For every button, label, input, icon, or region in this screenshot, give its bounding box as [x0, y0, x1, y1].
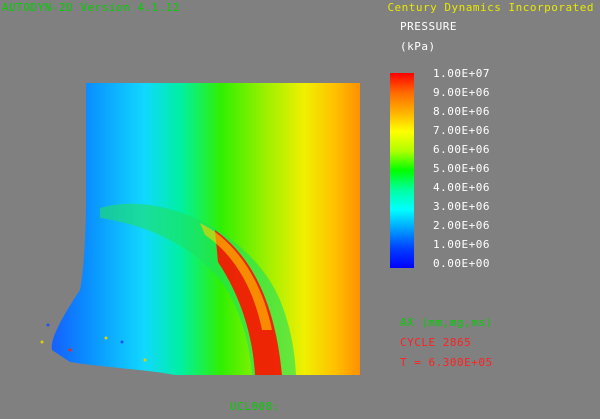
shock-front: [100, 203, 296, 375]
app-title: AUTODYN-2D Version 4.1.12: [2, 1, 181, 14]
cycle-count: CYCLE 2865: [400, 336, 472, 349]
legend-label: 5.00E+06: [433, 162, 490, 175]
legend-label: 1.00E+07: [433, 67, 490, 80]
legend-label: 7.00E+06: [433, 124, 490, 137]
pressure-contour-plot: [40, 83, 360, 375]
legend-label: 4.00E+06: [433, 181, 490, 194]
model-name: UCL008:: [230, 400, 280, 413]
simulation-time: T = 6.300E+05: [400, 356, 493, 369]
legend-label: 0.00E+00: [433, 257, 490, 270]
vendor-name: Century Dynamics Incorporated: [387, 1, 594, 14]
legend-label: 6.00E+06: [433, 143, 490, 156]
legend-label: 2.00E+06: [433, 219, 490, 232]
legend-label: 1.00E+06: [433, 238, 490, 251]
legend-label: 3.00E+06: [433, 200, 490, 213]
legend-unit: (kPa): [400, 40, 436, 53]
legend-color-bar: [390, 73, 414, 268]
axes-units: AX (mm,mg,ms): [400, 316, 493, 329]
legend-title: PRESSURE: [400, 20, 457, 33]
high-pressure-band: [215, 230, 282, 375]
high-pressure-edge: [200, 223, 272, 330]
legend-label: 8.00E+06: [433, 105, 490, 118]
legend-label: 9.00E+06: [433, 86, 490, 99]
